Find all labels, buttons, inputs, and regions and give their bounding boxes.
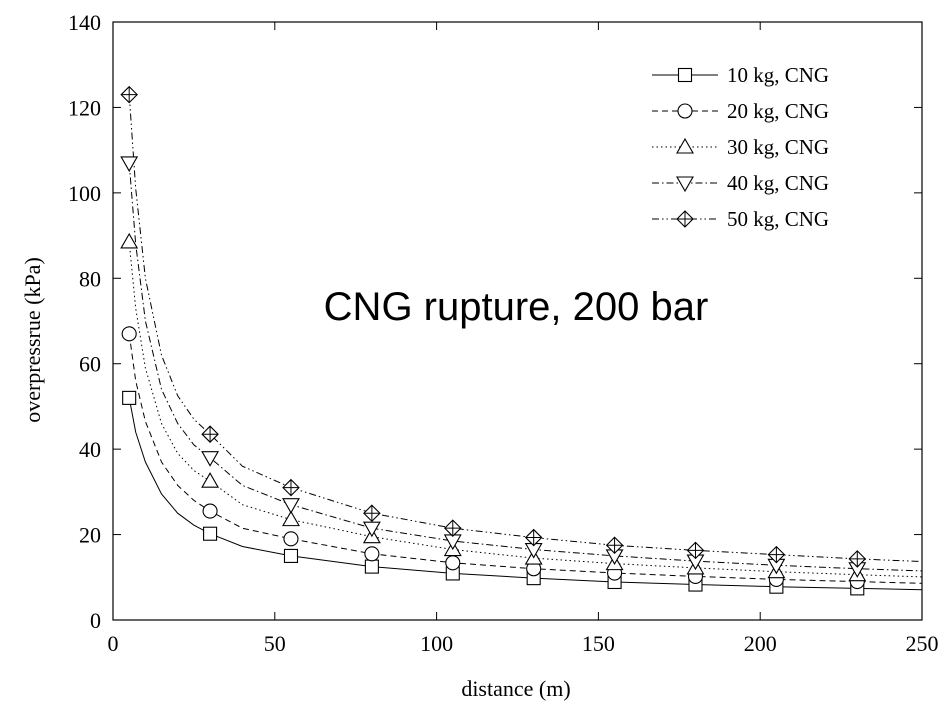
chart-annotation: CNG rupture, 200 bar [324, 285, 709, 329]
legend-marker [677, 103, 693, 119]
series-5-point [524, 528, 543, 547]
x-tick-label: 200 [744, 631, 777, 656]
x-axis-label: distance (m) [461, 676, 570, 701]
series-5-point [201, 425, 219, 443]
x-tick-label: 50 [264, 631, 286, 656]
series-4-point [282, 498, 300, 514]
series-markers [120, 85, 867, 596]
series-4-point [362, 521, 381, 538]
legend-marker [677, 67, 693, 83]
series-line-5 [128, 94, 923, 562]
series-1-point [122, 390, 137, 405]
legend-label: 30 kg, CNG [727, 135, 829, 159]
y-tick-label: 80 [79, 266, 101, 291]
x-tick-label: 100 [420, 631, 453, 656]
series-3-point [282, 510, 300, 527]
series-5-point [444, 519, 462, 537]
series-line-2 [128, 333, 923, 584]
series-5-point [767, 545, 786, 564]
x-tick-label: 150 [582, 631, 615, 656]
legend-marker [676, 210, 694, 228]
legend: 10 kg, CNG 20 kg, CNG 30 kg, CNG 40 kg, CNG… [652, 63, 829, 231]
series-1-point [364, 559, 379, 574]
y-tick-label: 0 [90, 608, 101, 633]
axis-tick-labels: 0 50 100 150 200 250 0 20 40 60 80 100 120 140 [68, 10, 939, 656]
series-line-1 [128, 397, 923, 591]
legend-marker [676, 137, 694, 154]
series-5-point [848, 550, 867, 568]
y-tick-label: 40 [79, 437, 101, 462]
x-tick-label: 250 [906, 631, 939, 656]
legend-label: 50 kg, CNG [727, 207, 829, 231]
series-2-point [121, 326, 137, 342]
legend-label: 20 kg, CNG [727, 99, 829, 123]
series-5-point [282, 478, 300, 497]
series-2-point [283, 531, 299, 547]
legend-label: 40 kg, CNG [727, 171, 829, 195]
series-3-point [120, 232, 139, 249]
y-axis-label: overpressrue (kPa) [20, 257, 45, 423]
series-5-point [363, 504, 381, 522]
y-tick-label: 20 [79, 523, 101, 548]
series-2-point [445, 555, 461, 571]
series-line-3 [128, 241, 923, 578]
y-tick-label: 140 [68, 10, 101, 35]
series-4-point [201, 451, 220, 467]
series-5-point [120, 85, 138, 104]
series-5-point [686, 541, 705, 560]
series-1-point [283, 548, 299, 563]
series-4-point [120, 156, 139, 173]
series-3-point [201, 472, 220, 488]
y-tick-label: 120 [68, 95, 101, 120]
series-2-point [202, 503, 218, 519]
plot-frame [112, 21, 923, 621]
y-tick-label: 100 [68, 181, 101, 206]
series-5-point [605, 536, 624, 555]
series-2-point [364, 546, 380, 562]
legend-label: 10 kg, CNG [727, 63, 829, 87]
series-lines [128, 94, 923, 591]
series-1-point [203, 526, 218, 541]
legend-marker [676, 176, 694, 193]
y-tick-label: 60 [79, 352, 101, 377]
axis-ticks [112, 21, 923, 621]
x-tick-label: 0 [108, 631, 119, 656]
